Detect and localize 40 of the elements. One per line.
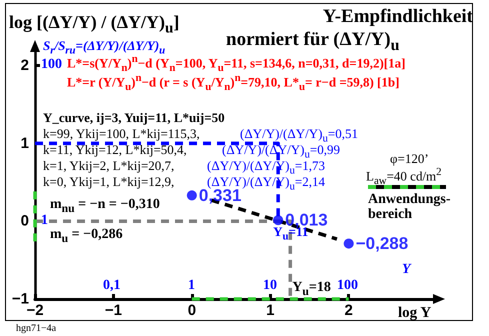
y-tick-label: 2 xyxy=(20,57,29,74)
x-tick-label: −1 xyxy=(104,302,122,319)
annotation: m$_{u}$ = −0,286 xyxy=(50,227,123,245)
point xyxy=(186,190,197,200)
annotation: k=99, Ykij=100, L*kij=115,3, xyxy=(43,126,200,141)
text: L*=r (Y/Y$_{u}$)$^{n}$−d (r = s (Y$_{u}$/Y$_{n}$)$^{n}$=79,10, L*$_{u}$= r−d =59,8) [1b] xyxy=(67,72,400,93)
point xyxy=(273,215,284,226)
x-tick-label: −2 xyxy=(26,302,44,319)
annotation: Y_curve, ij=3, Yuij=11, L*uij=50 xyxy=(43,110,225,125)
annotation: k=1, Ykij=2, L*kij=20,7, xyxy=(43,158,174,173)
y-tick-label: 0 xyxy=(20,212,29,230)
annotation: φ=120’ xyxy=(390,151,429,166)
x-tick-label: 1 xyxy=(266,302,274,319)
x-axis-title: log Y xyxy=(398,305,432,321)
chart-title: Y-Empfindlichkeit xyxy=(322,6,473,27)
annotation: (ΔY/Y)/(ΔY/Y)$_{u}$=1,73 xyxy=(207,158,325,177)
text: hgn71−4a xyxy=(16,323,56,334)
point xyxy=(344,238,354,249)
data-label: −0,288 xyxy=(356,234,408,254)
annotation: 100 xyxy=(337,278,358,293)
annotation: (ΔY/Y)/(ΔY/Y)$_{u}$=0,51 xyxy=(240,126,358,145)
annotation: 1 xyxy=(188,278,195,293)
annotation: 100 xyxy=(41,57,62,72)
y-tick-label: −1 xyxy=(12,290,29,308)
chart-subtitle: normiert für (ΔY/Y)$_{u}$ xyxy=(226,29,400,54)
annotation: (ΔY/Y)/(ΔY/Y)$_{u}$=0,99 xyxy=(222,142,340,161)
annotation: 1 xyxy=(41,213,48,228)
annotation: k=0, Ykij=1, L*kij=12,9, xyxy=(43,174,174,189)
annotation: Anwendungs-bereich xyxy=(368,192,452,222)
annotation: Y$_{u}$=18 xyxy=(292,280,331,298)
y-axis-title: log [(ΔY/Y) / (ΔY/Y)$_{u}$] xyxy=(9,12,180,37)
annotation: 10 xyxy=(263,278,277,293)
annotation: m$_{nu}$ = −n = −0,310 xyxy=(50,197,160,215)
annotation: Y xyxy=(402,262,411,277)
annotation: 0,1 xyxy=(103,278,120,293)
annotation: L$_{aw}$=40 cd/m$^{2}$ xyxy=(366,166,442,187)
x-tick-label: 0 xyxy=(188,302,196,319)
annotation: k=11, Ykij=12, L*kij=50,4, xyxy=(43,142,187,157)
x-tick-label: 2 xyxy=(344,302,353,319)
y-tick-label: 1 xyxy=(20,134,29,152)
